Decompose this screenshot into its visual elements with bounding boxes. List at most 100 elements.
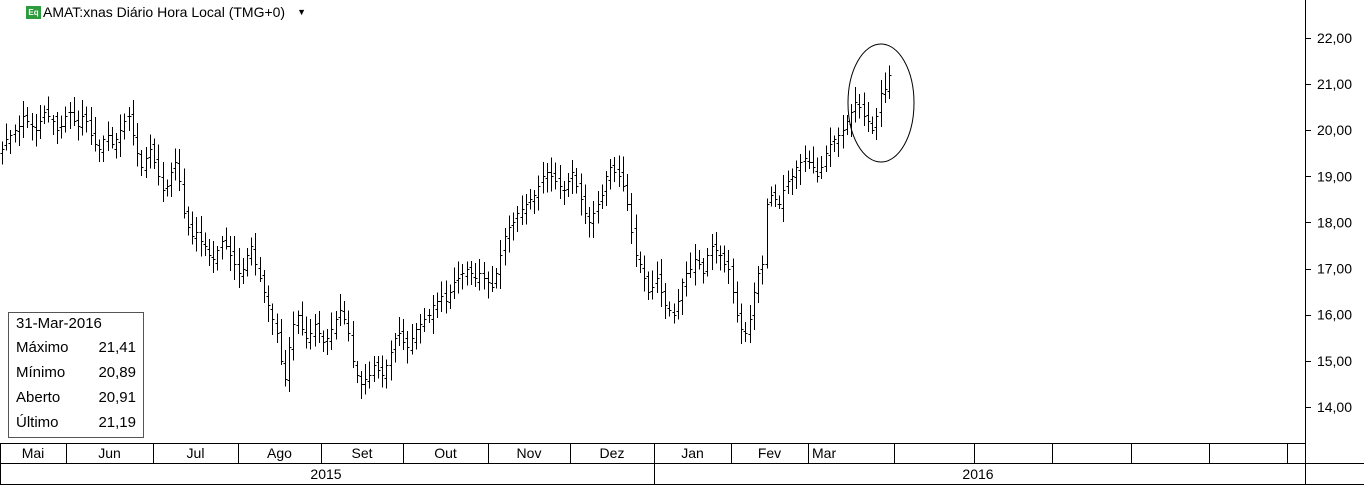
- ohlc-bar: [672, 303, 677, 324]
- ohlc-bar: [815, 157, 820, 183]
- ohlc-bar: [448, 284, 453, 309]
- ohlc-bar: [570, 160, 575, 194]
- ohlc-bar: [431, 295, 436, 334]
- month-label: Jul: [187, 445, 205, 461]
- ohlc-bar: [773, 184, 778, 207]
- ohlc-bar: [600, 184, 605, 210]
- ohlc-bar: [241, 258, 246, 285]
- ohlc-bar: [194, 217, 199, 252]
- ohlc-bar: [253, 233, 258, 276]
- ohlc-bar: [321, 330, 326, 352]
- chart-header[interactable]: Eq AMAT:xnas Diário Hora Local (TMG+0) ▼: [26, 3, 306, 21]
- ohlc-bar: [351, 320, 356, 369]
- highlight-circle: [847, 43, 915, 163]
- ohlc-bar: [667, 301, 672, 317]
- ohlc-bar: [701, 257, 706, 284]
- ohlc-bar: [165, 179, 170, 197]
- ohlc-bar: [355, 360, 360, 384]
- ohlc-bar: [465, 261, 470, 286]
- ohlc-bar: [583, 184, 588, 225]
- ohlc-bar: [634, 214, 639, 268]
- ohlc-bar: [13, 124, 18, 143]
- ohlc-bar: [498, 239, 503, 290]
- ohlc-bar: [460, 264, 465, 290]
- ohlc-bar: [114, 132, 119, 159]
- month-label: Mai: [22, 445, 45, 461]
- ohlc-bar: [270, 303, 275, 335]
- ohlc-bar: [51, 114, 56, 136]
- ohlc-bar: [549, 157, 554, 192]
- info-value-last: 21,19: [98, 414, 136, 431]
- month-label: Out: [434, 445, 457, 461]
- ohlc-bar: [786, 170, 791, 194]
- ohlc-bar: [735, 281, 740, 323]
- triangle-down-icon[interactable]: ▼: [297, 7, 307, 17]
- ohlc-bar: [574, 168, 579, 194]
- ohlc-bar: [93, 116, 98, 152]
- ohlc-bar: [545, 162, 550, 193]
- ohlc-bar: [528, 189, 533, 210]
- ohlc-bar: [275, 313, 280, 344]
- y-tick-label: 14,00: [1317, 399, 1352, 415]
- month-label: Mar: [812, 445, 836, 461]
- ohlc-bar: [625, 173, 630, 211]
- ohlc-bar: [587, 207, 592, 238]
- ohlc-bar: [684, 261, 689, 297]
- ohlc-bar: [380, 355, 385, 388]
- ohlc-bar: [203, 232, 208, 257]
- ohlc-bar: [769, 186, 774, 207]
- ohlc-bar: [435, 292, 440, 319]
- year-label: 2016: [962, 466, 993, 482]
- ohlc-bar: [490, 266, 495, 292]
- ohlc-bar: [722, 245, 727, 273]
- ohlc-bar: [173, 148, 178, 181]
- ohlc-bar: [591, 200, 596, 238]
- y-tick-label: 19,00: [1317, 168, 1352, 184]
- ohlc-bar: [794, 160, 799, 189]
- ohlc-bar: [0, 141, 5, 165]
- ohlc-bar: [367, 361, 372, 389]
- ohlc-bar: [693, 243, 698, 286]
- ohlc-bar: [486, 271, 491, 299]
- ohlc-bar: [714, 232, 719, 264]
- ohlc-bar: [72, 96, 77, 127]
- ohlc-bar: [393, 332, 398, 363]
- ohlc-bar: [118, 114, 123, 157]
- ohlc-bar: [765, 198, 770, 269]
- y-tick-label: 17,00: [1317, 261, 1352, 277]
- ohlc-bar: [422, 308, 427, 332]
- ohlc-bar: [874, 108, 879, 141]
- ohlc-bar: [17, 115, 22, 147]
- ohlc-bar: [266, 285, 271, 322]
- year-label: 2015: [310, 466, 341, 482]
- ohlc-bar: [507, 215, 512, 253]
- ohlc-bar: [697, 249, 702, 270]
- ohlc-bar: [739, 303, 744, 345]
- ohlc-bar: [663, 283, 668, 319]
- ohlc-bar: [790, 168, 795, 196]
- y-axis-ticks: 14,00 15,00 16,00 17,00 18,00 19,00 20,00 21,00…: [1305, 30, 1352, 415]
- ohlc-bar: [811, 146, 816, 174]
- ohlc-bar: [536, 175, 541, 211]
- ohlc-info-box: 31-Mar-2016 Máximo 21,41 Mínimo 20,89 Ab…: [8, 312, 144, 438]
- ohlc-bar: [291, 311, 296, 361]
- month-label: Jun: [98, 445, 121, 461]
- ohlc-bar: [566, 172, 571, 198]
- ohlc-bar: [688, 252, 693, 279]
- time-axis: Mai Jun Jul Ago Set Out Nov Dez Jan Fev Mar 2015 201…: [0, 443, 1288, 484]
- ohlc-bar: [308, 319, 313, 350]
- ohlc-bar: [887, 65, 892, 100]
- ohlc-bar: [511, 212, 516, 241]
- ohlc-bar: [883, 72, 888, 104]
- ohlc-bar: [63, 106, 68, 133]
- ohlc-bar: [579, 173, 584, 216]
- ohlc-bar: [376, 356, 381, 379]
- ohlc-bar: [34, 114, 39, 147]
- ohlc-bar: [224, 227, 229, 250]
- ohlc-bar: [710, 233, 715, 270]
- ohlc-bar: [444, 280, 449, 314]
- ohlc-bar: [329, 312, 334, 350]
- ohlc-bar: [427, 308, 432, 323]
- ohlc-bar: [42, 105, 47, 124]
